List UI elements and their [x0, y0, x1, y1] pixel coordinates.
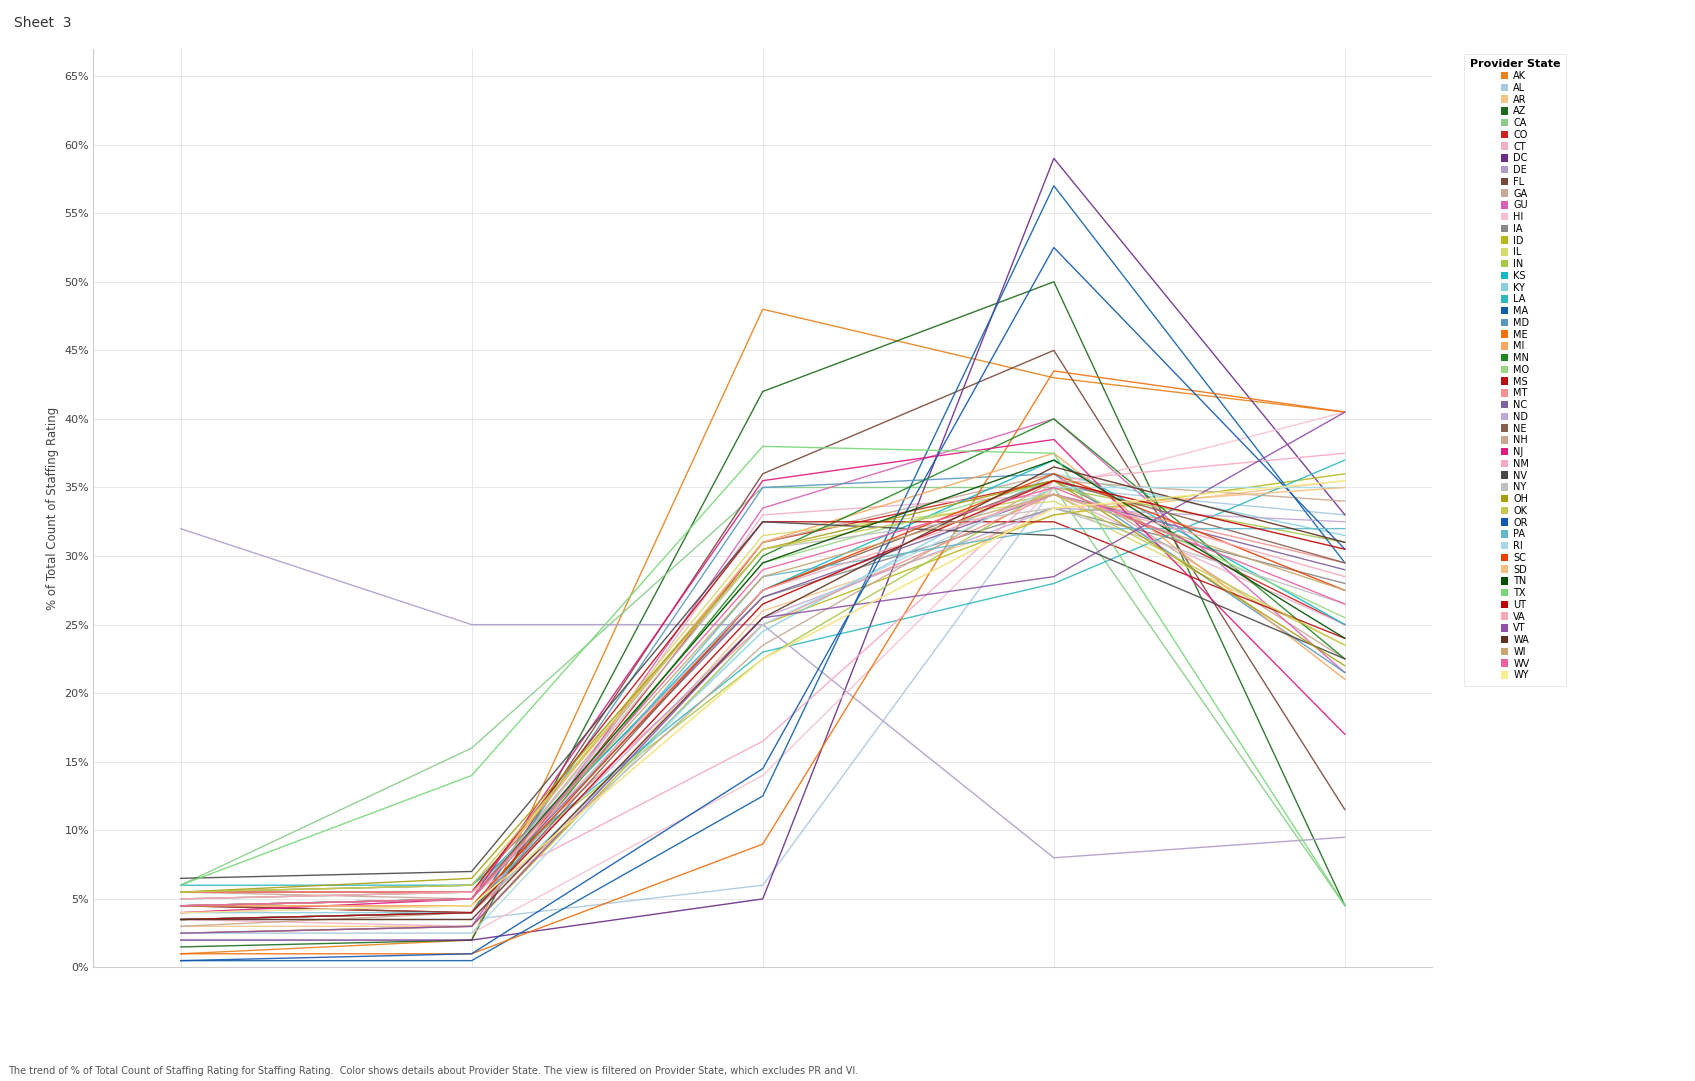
Text: The trend of % of Total Count of Staffing Rating for Staffing Rating.  Color sho: The trend of % of Total Count of Staffin… — [8, 1066, 859, 1076]
Legend: AK, AL, AR, AZ, CA, CO, CT, DC, DE, FL, GA, GU, HI, IA, ID, IL, IN, KS, KY, LA, : AK, AL, AR, AZ, CA, CO, CT, DC, DE, FL, … — [1464, 53, 1566, 686]
Text: 3: 3 — [759, 985, 766, 998]
Y-axis label: % of Total Count of Staffing Rating: % of Total Count of Staffing Rating — [46, 406, 59, 610]
Text: 5: 5 — [1341, 985, 1349, 998]
Text: 4: 4 — [1051, 985, 1058, 998]
Text: Sheet  3: Sheet 3 — [14, 16, 71, 30]
Text: 1: 1 — [176, 985, 185, 998]
Text: Staffing Rating: Staffing Rating — [719, 999, 807, 1012]
Text: 2: 2 — [468, 985, 475, 998]
